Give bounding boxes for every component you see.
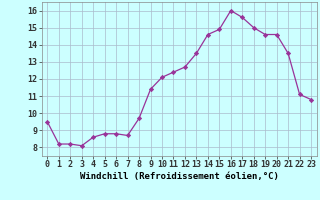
X-axis label: Windchill (Refroidissement éolien,°C): Windchill (Refroidissement éolien,°C) [80,172,279,181]
